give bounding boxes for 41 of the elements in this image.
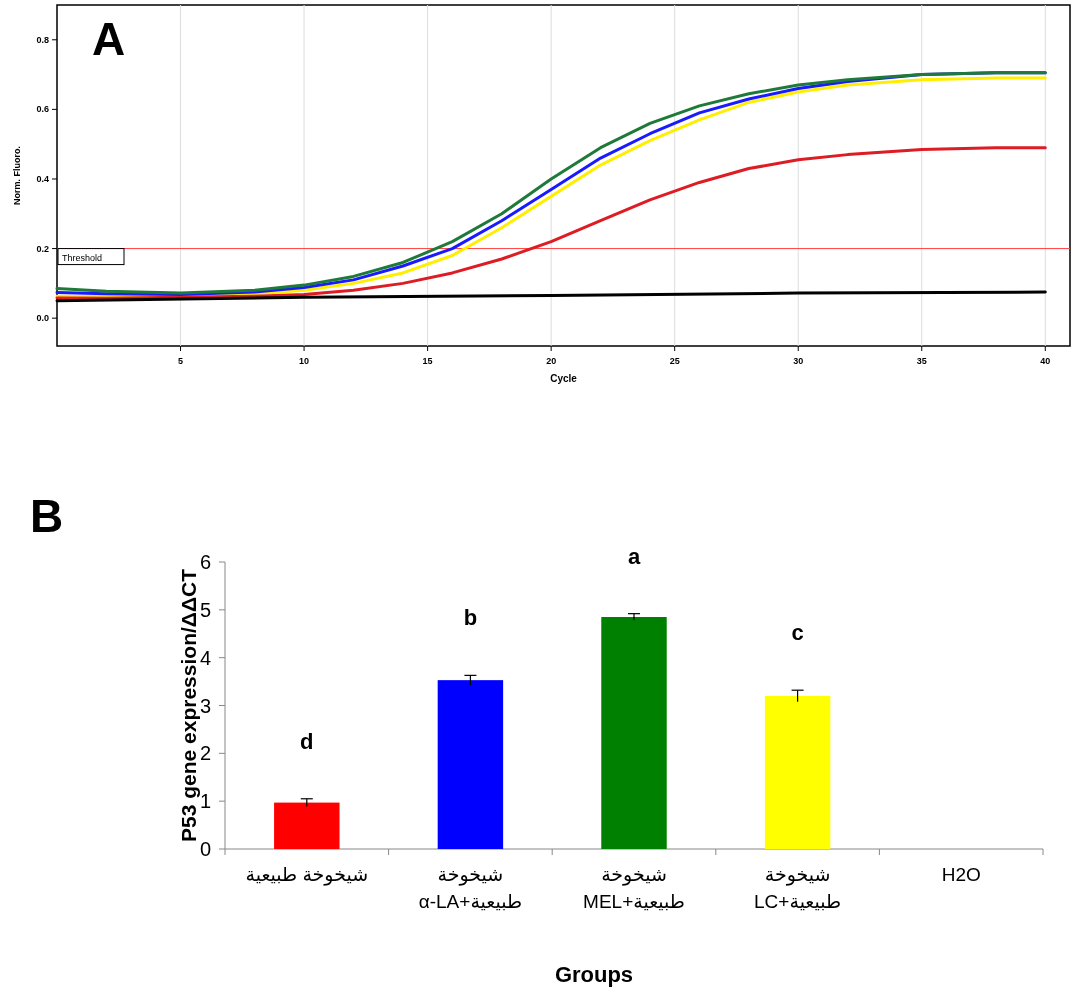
x-tick-label: 10	[299, 356, 310, 366]
y-tick-label: 1	[199, 790, 211, 813]
y-axis-title: P53 gene expression/ΔΔCT	[177, 568, 200, 842]
x-tick-label: 5	[178, 356, 184, 366]
bar	[601, 617, 667, 849]
y-tick-label: 5	[199, 598, 211, 621]
x-tick-label: شيخوخة طبيعية+MEL	[583, 864, 685, 912]
x-tick-label: شيخوخة طبيعية+α-LA	[418, 864, 523, 912]
ref-line-label: Threshold	[62, 252, 103, 263]
y-tick-label: 6	[199, 551, 211, 573]
y-tick-label: 0	[199, 838, 211, 860]
chart-title: B	[30, 490, 64, 542]
y-tick-label: 2	[199, 742, 211, 765]
annotation: b	[463, 605, 478, 631]
x-tick-label: 35	[916, 356, 927, 366]
y-tick-label: 4	[199, 646, 211, 669]
x-tick-label: 20	[546, 356, 557, 366]
x-tick-label: 25	[669, 356, 680, 366]
line-series	[55, 146, 1047, 300]
y-axis-title: Norm. Fluoro.	[12, 146, 22, 205]
chart-title: A	[92, 13, 126, 65]
x-axis-title: Cycle	[550, 373, 578, 384]
y-tick-label: 0.2	[36, 243, 49, 254]
bar	[274, 802, 340, 849]
annotation: c	[791, 620, 804, 646]
y-tick-label: 3	[199, 694, 211, 717]
bar	[764, 695, 831, 849]
y-tick-label: 0.6	[36, 104, 49, 115]
x-tick-label: شيخوخة طبيعية	[245, 864, 369, 886]
x-tick-label: 40	[1040, 356, 1051, 366]
y-tick-label: 0.0	[36, 313, 49, 324]
x-tick-label: 30	[793, 356, 804, 366]
annotation: a	[627, 543, 641, 569]
bar	[437, 680, 504, 849]
x-tick-label: شيخوخة طبيعية+LC	[754, 864, 842, 912]
x-tick-label: H2O	[941, 864, 981, 885]
y-tick-label: 0.8	[36, 34, 49, 45]
annotation: d	[300, 728, 314, 754]
x-tick-label: 15	[422, 356, 433, 366]
y-tick-label: 0.4	[36, 173, 49, 184]
x-axis-title: Groups	[554, 962, 634, 987]
